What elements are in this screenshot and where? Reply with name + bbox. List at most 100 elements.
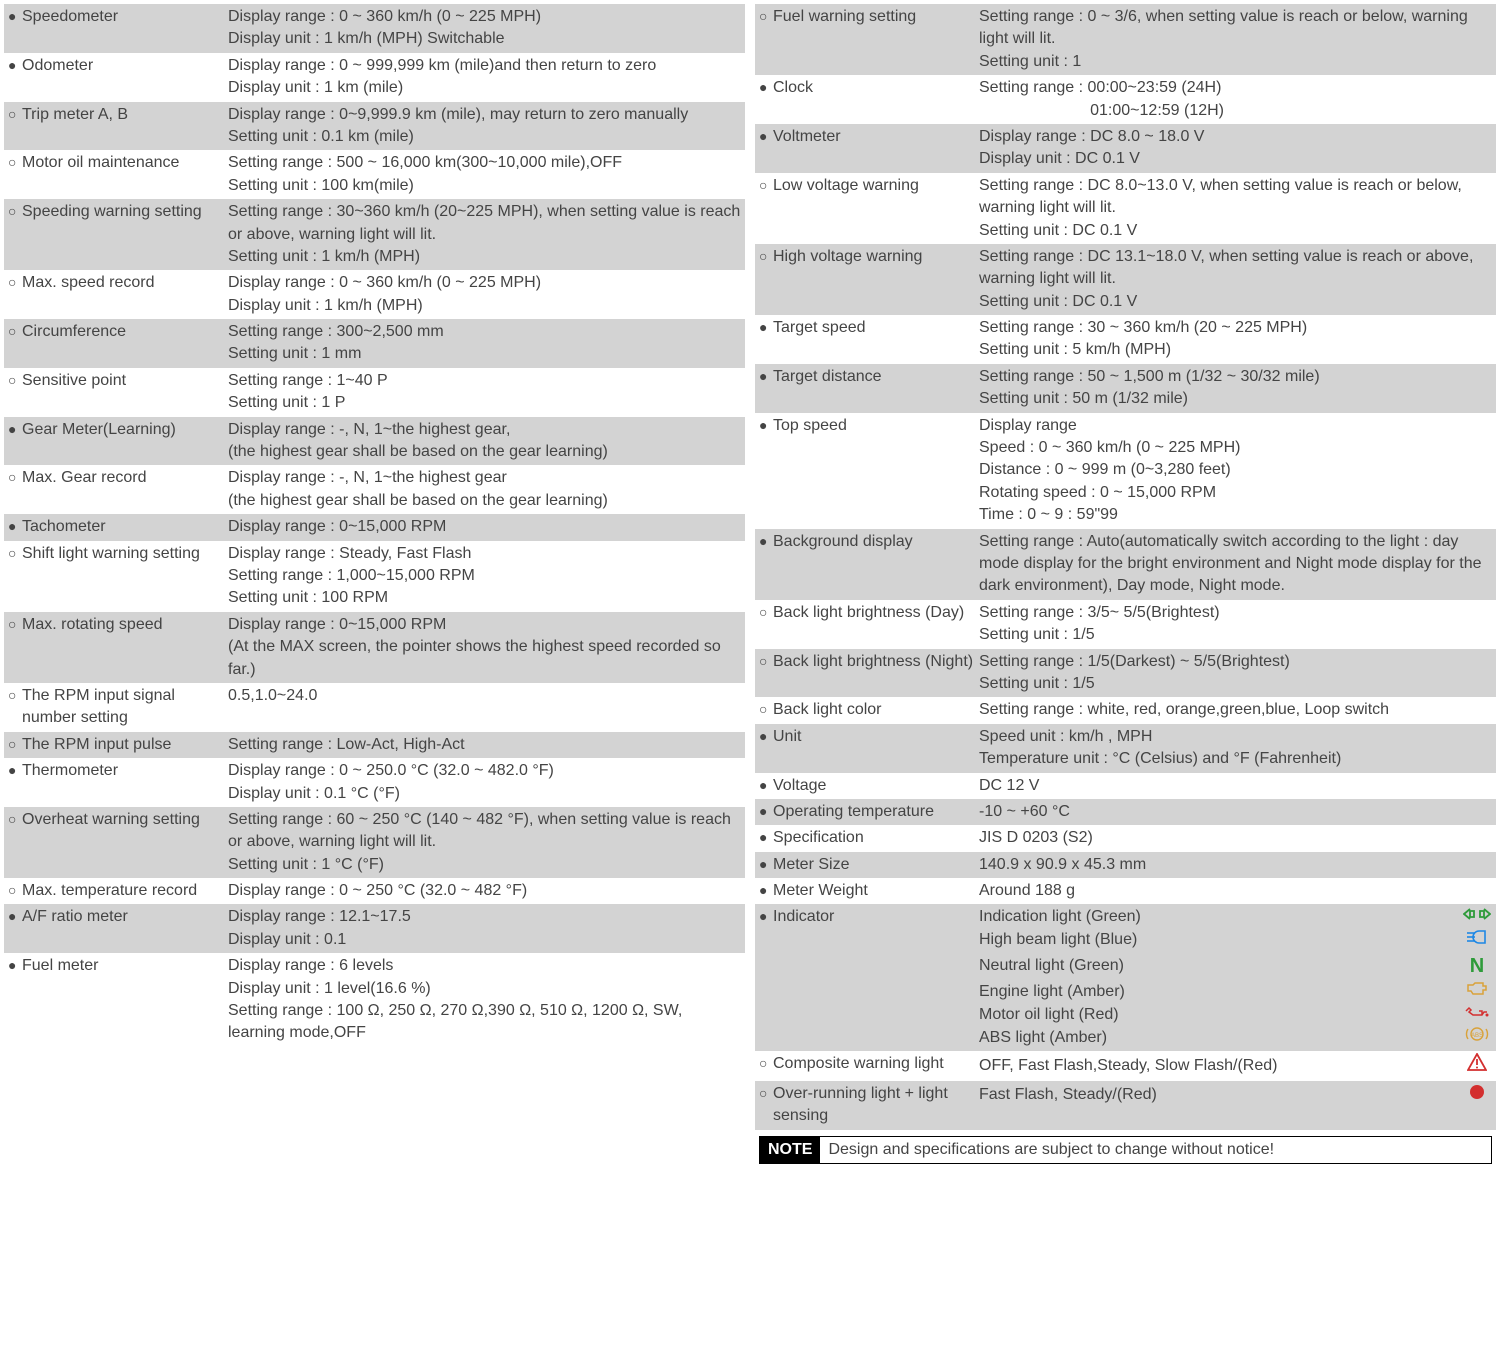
spec-desc-line: Setting range : 30 ~ 360 km/h (20 ~ 225 … bbox=[979, 317, 1492, 339]
bullet-icon: ○ bbox=[759, 602, 773, 623]
spec-row: ●Top speedDisplay rangeSpeed : 0 ~ 360 k… bbox=[755, 413, 1496, 529]
spec-desc-line: Setting unit : 100 km(mile) bbox=[228, 175, 741, 197]
spec-label: Sensitive point bbox=[22, 370, 126, 392]
abs-icon: ABS bbox=[1462, 1026, 1492, 1049]
dot-icon bbox=[1462, 1083, 1492, 1108]
spec-desc: Display range : 0~9,999.9 km (mile), may… bbox=[228, 104, 741, 149]
spec-desc-line: Setting range : white, red, orange,green… bbox=[979, 699, 1492, 721]
spec-row: ●UnitSpeed unit : km/h , MPHTemperature … bbox=[755, 724, 1496, 773]
spec-label: Voltage bbox=[773, 775, 826, 797]
spec-desc: Setting range : 3/5~ 5/5(Brightest)Setti… bbox=[979, 602, 1492, 647]
spec-desc: 140.9 x 90.9 x 45.3 mm bbox=[979, 854, 1492, 876]
spec-desc-line: Rotating speed : 0 ~ 15,000 RPM bbox=[979, 482, 1492, 504]
spec-desc: JIS D 0203 (S2) bbox=[979, 827, 1492, 849]
spec-row: ●SpeedometerDisplay range : 0 ~ 360 km/h… bbox=[4, 4, 745, 53]
spec-label: Odometer bbox=[22, 55, 93, 77]
spec-desc: Display range : 0 ~ 250 °C (32.0 ~ 482 °… bbox=[228, 880, 741, 902]
spec-desc-line: Display unit : 1 km (mile) bbox=[228, 77, 741, 99]
high-beam-icon bbox=[1462, 929, 1492, 952]
spec-label: Tachometer bbox=[22, 516, 106, 538]
spec-desc: Setting range : 500 ~ 16,000 km(300~10,0… bbox=[228, 152, 741, 197]
spec-desc-line: Display unit : 1 km/h (MPH) bbox=[228, 295, 741, 317]
spec-label: High voltage warning bbox=[773, 246, 922, 268]
spec-row-composite: ○Composite warning lightOFF, Fast Flash,… bbox=[755, 1051, 1496, 1080]
spec-label: Back light color bbox=[773, 699, 882, 721]
bullet-icon: ○ bbox=[759, 175, 773, 196]
spec-desc-line: Display range : 0~9,999.9 km (mile), may… bbox=[228, 104, 741, 126]
spec-label: Max. temperature record bbox=[22, 880, 197, 902]
bullet-icon: ● bbox=[8, 419, 22, 440]
spec-desc-line: 01:00~12:59 (12H) bbox=[979, 100, 1492, 122]
spec-row: ●Operating temperature-10 ~ +60 °C bbox=[755, 799, 1496, 825]
spec-desc-line: Display range : 0 ~ 250 °C (32.0 ~ 482 °… bbox=[228, 880, 741, 902]
spec-desc-line: Speed : 0 ~ 360 km/h (0 ~ 225 MPH) bbox=[979, 437, 1492, 459]
spec-label: Meter Size bbox=[773, 854, 849, 876]
spec-row: ●Target speedSetting range : 30 ~ 360 km… bbox=[755, 315, 1496, 364]
spec-desc: Display range : 0~15,000 RPM(At the MAX … bbox=[228, 614, 741, 681]
indicator-line: Motor oil light (Red) bbox=[979, 1004, 1492, 1026]
bullet-icon: ● bbox=[8, 906, 22, 927]
spec-desc-line: Setting range : 1,000~15,000 RPM bbox=[228, 565, 741, 587]
spec-desc-line: (At the MAX screen, the pointer shows th… bbox=[228, 636, 741, 681]
indicator-text: High beam light (Blue) bbox=[979, 929, 1137, 951]
spec-desc-line: Display range : Steady, Fast Flash bbox=[228, 543, 741, 565]
spec-desc-line: Setting unit : 1 P bbox=[228, 392, 741, 414]
spec-label: Gear Meter(Learning) bbox=[22, 419, 176, 441]
spec-desc-line: Display range : 12.1~17.5 bbox=[228, 906, 741, 928]
spec-desc: Setting range : 30~360 km/h (20~225 MPH)… bbox=[228, 201, 741, 268]
spec-desc: Setting range : 1~40 PSetting unit : 1 P bbox=[228, 370, 741, 415]
spec-label: Back light brightness (Night) bbox=[773, 651, 973, 673]
bullet-icon: ● bbox=[759, 77, 773, 98]
spec-desc: Display range : -, N, 1~the highest gear… bbox=[228, 467, 741, 512]
spec-desc-line: Display range : -, N, 1~the highest gear bbox=[228, 467, 741, 489]
spec-desc-line: Display range : DC 8.0 ~ 18.0 V bbox=[979, 126, 1492, 148]
spec-desc-line: Setting range : 500 ~ 16,000 km(300~10,0… bbox=[228, 152, 741, 174]
spec-desc: Display range : 0 ~ 250.0 °C (32.0 ~ 482… bbox=[228, 760, 741, 805]
spec-row: ●OdometerDisplay range : 0 ~ 999,999 km … bbox=[4, 53, 745, 102]
spec-row: ○Speeding warning settingSetting range :… bbox=[4, 199, 745, 270]
spec-label: Thermometer bbox=[22, 760, 118, 782]
spec-desc-line: Display range : 0 ~ 360 km/h (0 ~ 225 MP… bbox=[228, 272, 741, 294]
spec-row: ●Meter Size140.9 x 90.9 x 45.3 mm bbox=[755, 852, 1496, 878]
svg-text:ABS: ABS bbox=[1471, 1033, 1483, 1039]
spec-desc-line: Setting unit : 1 mm bbox=[228, 343, 741, 365]
spec-row: ○Low voltage warningSetting range : DC 8… bbox=[755, 173, 1496, 244]
neutral-icon: N bbox=[1462, 952, 1492, 980]
spec-row: ○Back light brightness (Day)Setting rang… bbox=[755, 600, 1496, 649]
spec-desc-line: Setting range : 0 ~ 3/6, when setting va… bbox=[979, 6, 1492, 51]
spec-row: ○Overheat warning settingSetting range :… bbox=[4, 807, 745, 878]
note-tag: NOTE bbox=[760, 1137, 820, 1163]
spec-desc-line: Display unit : 1 level(16.6 %) bbox=[228, 978, 741, 1000]
spec-desc: -10 ~ +60 °C bbox=[979, 801, 1492, 823]
bullet-icon: ● bbox=[759, 366, 773, 387]
spec-label: Fuel meter bbox=[22, 955, 98, 977]
spec-desc: 0.5,1.0~24.0 bbox=[228, 685, 741, 707]
bullet-icon: ○ bbox=[8, 685, 22, 706]
spec-desc: Display range : DC 8.0 ~ 18.0 VDisplay u… bbox=[979, 126, 1492, 171]
indicator-text: Motor oil light (Red) bbox=[979, 1004, 1119, 1026]
warn-triangle-icon bbox=[1462, 1053, 1492, 1078]
bullet-icon: ● bbox=[759, 906, 773, 927]
bullet-icon: ● bbox=[759, 317, 773, 338]
spec-row: ●Meter WeightAround 188 g bbox=[755, 878, 1496, 904]
bullet-icon: ● bbox=[759, 880, 773, 901]
bullet-icon: ● bbox=[8, 760, 22, 781]
spec-label: Max. rotating speed bbox=[22, 614, 163, 636]
indicator-line: Indication light (Green) bbox=[979, 906, 1492, 928]
indicator-line: Neutral light (Green)N bbox=[979, 952, 1492, 980]
spec-row: ●ClockSetting range : 00:00~23:59 (24H) … bbox=[755, 75, 1496, 124]
spec-label: A/F ratio meter bbox=[22, 906, 128, 928]
spec-desc-line: Setting unit : 0.1 km (mile) bbox=[228, 126, 741, 148]
spec-desc: DC 12 V bbox=[979, 775, 1492, 797]
spec-label: Shift light warning setting bbox=[22, 543, 200, 565]
bullet-icon: ○ bbox=[8, 880, 22, 901]
bullet-icon: ● bbox=[8, 516, 22, 537]
spec-label: Overheat warning setting bbox=[22, 809, 200, 831]
indicator-text: Engine light (Amber) bbox=[979, 981, 1125, 1003]
spec-label: Operating temperature bbox=[773, 801, 934, 823]
spec-desc-line: 140.9 x 90.9 x 45.3 mm bbox=[979, 854, 1492, 876]
spec-desc-line: Setting range : Auto(automatically switc… bbox=[979, 531, 1492, 598]
spec-desc: Setting range : DC 8.0~13.0 V, when sett… bbox=[979, 175, 1492, 242]
spec-label: Max. speed record bbox=[22, 272, 155, 294]
spec-desc: Display rangeSpeed : 0 ~ 360 km/h (0 ~ 2… bbox=[979, 415, 1492, 527]
